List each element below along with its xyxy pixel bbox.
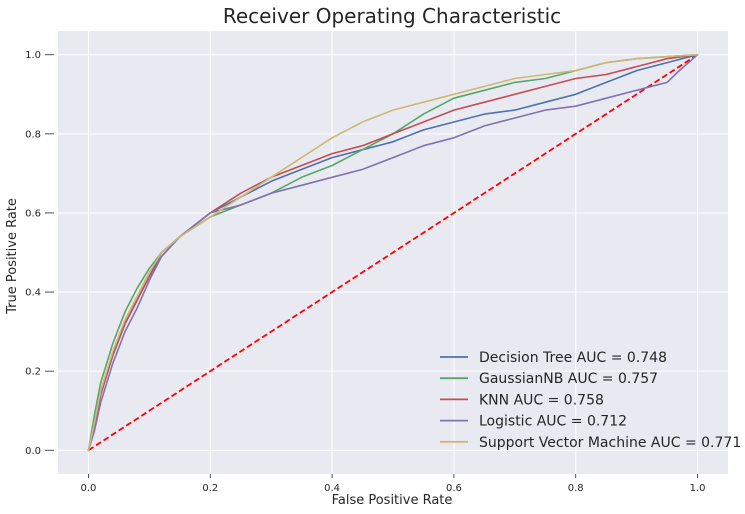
series-line-4 [87,53,699,452]
chart-title: Receiver Operating Characteristic [223,4,561,28]
y-tick-label: 0.0 [25,446,41,457]
series-line-3 [87,53,699,452]
legend-entry-label: GaussianNB AUC = 0.757 [479,371,658,387]
x-tick-label: 0.4 [324,483,340,494]
y-tick-label: 1.0 [25,50,41,61]
series-layer [87,53,699,452]
y-tick-label: 0.8 [25,129,41,140]
y-tick-label: 0.6 [25,208,41,219]
reference-line-layer [87,53,699,452]
x-tick-label: 0.8 [568,483,584,494]
legend-entry-label: Decision Tree AUC = 0.748 [479,350,667,366]
legend-entry-label: Logistic AUC = 0.712 [479,414,627,430]
y-tick-label: 0.4 [25,288,41,299]
legend-entry-label: KNN AUC = 0.758 [479,392,604,408]
reference-diagonal-line [87,53,699,452]
series-line-2 [87,53,699,452]
y-axis-label: True Positive Rate [5,198,20,315]
x-tick-label: 1.0 [690,483,706,494]
legend: Decision Tree AUC = 0.748 GaussianNB AUC … [440,350,741,451]
x-tick-label: 0.6 [446,483,462,494]
axis-ticks: 0.0 0.2 0.4 0.6 0.8 1.0 0.0 0.2 0.4 0.6 0.8 1.0 [25,50,705,494]
x-tick-label: 0.2 [202,483,218,494]
x-tick-label: 0.0 [81,483,97,494]
x-axis-label: False Positive Rate [332,493,453,508]
legend-entry-label: Support Vector Machine AUC = 0.771 [479,435,741,451]
y-tick-label: 0.2 [25,367,41,378]
